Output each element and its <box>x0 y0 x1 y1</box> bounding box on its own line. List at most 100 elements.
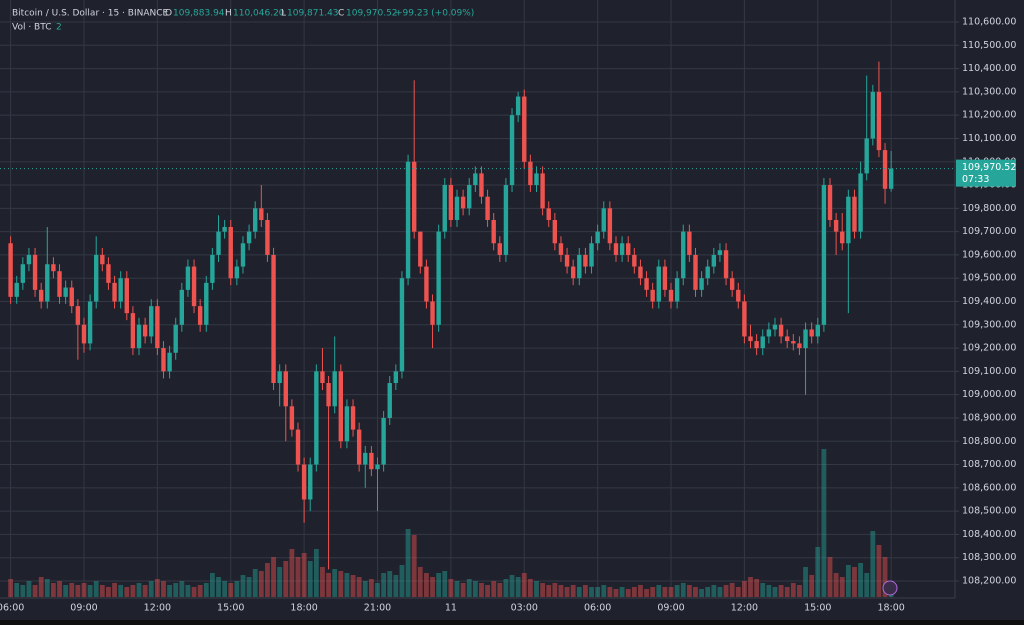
volume-bar <box>735 587 741 597</box>
volume-bar <box>845 565 851 597</box>
volume-bar <box>320 567 325 597</box>
volume-bar <box>106 587 111 597</box>
candle-body <box>210 254 215 283</box>
volume-bar <box>729 583 735 597</box>
candle-body <box>393 371 399 384</box>
volume-bar <box>601 585 607 597</box>
volume-bar <box>552 583 558 597</box>
candle-body <box>583 254 588 267</box>
candle-body <box>161 348 166 372</box>
volume-bar <box>307 561 313 597</box>
last-price-label: 109,970.52 <box>962 162 1016 173</box>
x-tick-label: 03:00 <box>511 603 538 614</box>
replay-icon[interactable] <box>882 580 898 596</box>
candle-body <box>332 371 337 407</box>
candle-body <box>852 196 857 232</box>
candle-body <box>754 341 759 349</box>
candle-body <box>38 289 44 302</box>
candle-body <box>369 452 374 470</box>
x-tick-label: 09:00 <box>70 603 97 614</box>
volume-bar <box>87 585 93 597</box>
volume-bar <box>265 563 270 597</box>
candle-body <box>326 383 331 407</box>
candle-body <box>265 219 270 255</box>
l-value: 109,871.43 <box>287 9 339 19</box>
volume-bar <box>754 579 760 597</box>
volume-bar <box>362 581 368 597</box>
volume-bar <box>136 583 142 597</box>
volume-bar <box>32 585 38 597</box>
y-tick-label: 108,500.00 <box>962 506 1016 517</box>
candle-body <box>356 429 362 465</box>
volume-bar <box>827 557 833 597</box>
volume-bar <box>161 581 166 597</box>
volume-bar <box>742 581 747 597</box>
y-tick-label: 108,900.00 <box>962 412 1016 423</box>
candle-body <box>705 266 710 279</box>
volume-bar <box>674 585 680 597</box>
candle-body <box>528 161 533 186</box>
candle-body <box>742 301 747 337</box>
candle-body <box>638 266 643 279</box>
candle-body <box>515 96 521 116</box>
candle-body <box>522 96 527 162</box>
candle-body <box>191 266 197 307</box>
y-tick-label: 109,100.00 <box>962 366 1016 377</box>
volume-bar <box>454 581 460 597</box>
volume-bar <box>399 565 405 597</box>
candle-body <box>283 371 288 407</box>
candle-body <box>448 185 454 220</box>
volume-bar <box>803 567 808 597</box>
x-tick-label: 06:00 <box>584 603 611 614</box>
volume-bar <box>271 557 276 597</box>
y-tick-label: 110,200.00 <box>962 110 1016 121</box>
volume-bar <box>448 579 454 597</box>
volume-bar <box>479 583 484 597</box>
candle-body <box>57 271 62 297</box>
volume-bar <box>424 573 429 597</box>
candle-body <box>699 278 704 290</box>
candle-body <box>204 282 209 325</box>
y-tick-label: 108,300.00 <box>962 552 1016 563</box>
volume-bar <box>63 585 69 597</box>
candle-body <box>106 264 111 283</box>
volume-bar <box>607 587 613 597</box>
candle-body <box>656 266 661 302</box>
candle-body <box>717 250 723 255</box>
volume-bar <box>26 581 32 597</box>
candle-body <box>503 185 509 255</box>
vol-name: Vol · BTC <box>12 23 51 33</box>
volume-bar <box>595 587 601 597</box>
volume-bar <box>124 587 130 597</box>
candle-body <box>736 289 741 302</box>
y-tick-label: 110,100.00 <box>962 133 1016 144</box>
candle-body <box>436 231 441 325</box>
candle-body <box>589 243 594 267</box>
volume-bar <box>179 581 185 597</box>
candle-body <box>827 185 833 220</box>
candle-body <box>222 226 227 232</box>
candle-body <box>8 243 13 297</box>
volume-bar <box>283 561 289 597</box>
candle-body <box>491 219 496 244</box>
candle-body <box>185 266 191 290</box>
candle-body <box>253 208 258 232</box>
volume-bar <box>809 575 815 597</box>
volume-bar <box>209 573 215 597</box>
y-tick-label: 109,200.00 <box>962 343 1016 354</box>
l-key: L <box>281 9 286 19</box>
volume-bar <box>99 585 105 597</box>
candle-body <box>870 91 876 139</box>
candle-body <box>155 306 160 349</box>
candle-body <box>626 243 631 255</box>
candle-body <box>809 329 814 337</box>
candle-body <box>613 243 619 255</box>
x-tick-label: 12:00 <box>731 603 758 614</box>
volume-bar <box>8 579 13 597</box>
volume-bar <box>619 587 625 597</box>
candle-body <box>112 282 117 302</box>
volume-bar <box>570 585 576 597</box>
volume-bar <box>393 575 399 597</box>
